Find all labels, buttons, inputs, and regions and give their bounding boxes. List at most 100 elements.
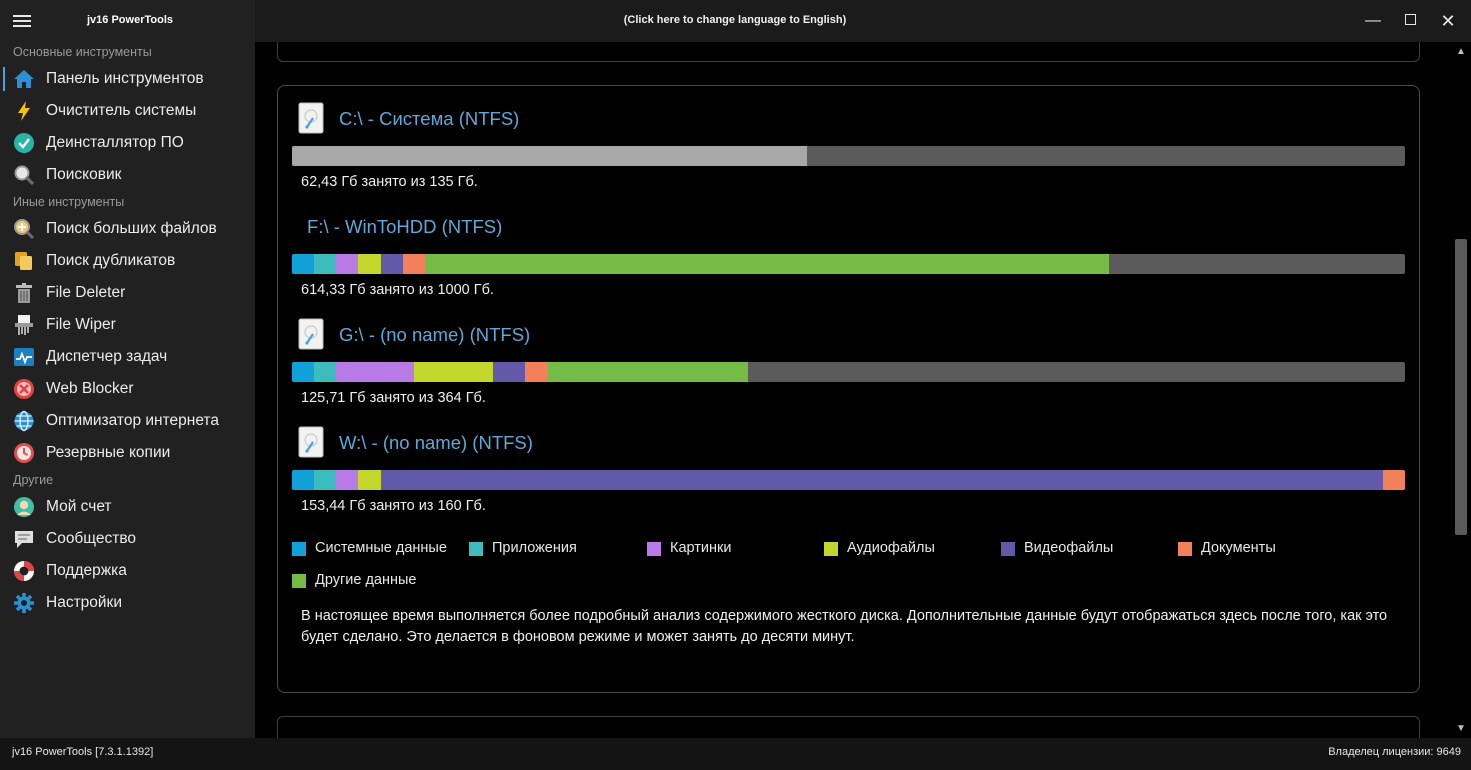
sidebar-item[interactable]: Web Blocker bbox=[0, 374, 255, 404]
analysis-note: В настоящее время выполняется более подр… bbox=[301, 608, 1388, 645]
usage-segment-audio bbox=[358, 254, 382, 274]
magnifier-icon bbox=[13, 164, 35, 186]
legend-swatch bbox=[1178, 542, 1192, 556]
legend-swatch bbox=[1001, 542, 1015, 556]
drive-usage-text: 614,33 Гб занято из 1000 Гб. bbox=[301, 282, 494, 298]
sidebar-item[interactable]: Деинсталлятор ПО bbox=[0, 128, 255, 158]
sidebar-item-label: Поиск дубликатов bbox=[46, 252, 176, 269]
legend-swatch bbox=[469, 542, 483, 556]
usage-segment-apps bbox=[314, 254, 337, 274]
drive-usage-bar bbox=[292, 362, 1405, 382]
legend-label: Видеофайлы bbox=[1024, 540, 1114, 556]
scroll-down-icon[interactable]: ▼ bbox=[1456, 723, 1466, 734]
sidebar-item[interactable]: Оптимизатор интернета bbox=[0, 406, 255, 436]
sidebar-item-label: Поддержка bbox=[46, 562, 127, 579]
sidebar-item-label: File Wiper bbox=[46, 316, 116, 333]
sidebar-item[interactable]: Мой счет bbox=[0, 492, 255, 522]
usage-segment-documents bbox=[1382, 470, 1405, 490]
main-panel: В настоящее время выполняется более подр… bbox=[255, 42, 1451, 738]
usage-segment-video bbox=[493, 362, 526, 382]
usage-segment-system bbox=[292, 362, 315, 382]
shredder-icon bbox=[13, 314, 35, 336]
drive-usage-bar bbox=[292, 254, 1405, 274]
sidebar-item-label: Поиск больших файлов bbox=[46, 220, 217, 237]
usage-segment-audio bbox=[414, 362, 494, 382]
legend-label: Другие данные bbox=[315, 572, 417, 588]
chat-icon bbox=[13, 528, 35, 550]
vertical-scrollbar[interactable]: ▲ ▼ bbox=[1451, 42, 1471, 738]
drive-usage-bar bbox=[292, 146, 1405, 166]
previous-card bbox=[277, 42, 1420, 62]
sidebar-item-label: Очиститель системы bbox=[46, 102, 197, 119]
minimize-icon[interactable]: — bbox=[1365, 12, 1381, 29]
sidebar-item[interactable]: Поиск дубликатов bbox=[0, 246, 255, 276]
trash-icon bbox=[13, 282, 35, 304]
usage-segment-system bbox=[292, 254, 315, 274]
usage-segment-pictures bbox=[336, 470, 359, 490]
disk-usage-card: В настоящее время выполняется более подр… bbox=[277, 85, 1420, 693]
close-icon[interactable]: ✕ bbox=[1440, 11, 1456, 31]
sidebar-item-label: Деинсталлятор ПО bbox=[46, 134, 184, 151]
sidebar-header bbox=[0, 0, 255, 42]
home-icon bbox=[13, 68, 35, 90]
sidebar-section-title: Другие bbox=[13, 473, 54, 487]
sidebar-item-label: Web Blocker bbox=[46, 380, 134, 397]
drive-icon bbox=[298, 426, 324, 458]
next-card bbox=[277, 716, 1420, 738]
sidebar-item[interactable]: Очиститель системы bbox=[0, 96, 255, 126]
app-title: jv16 PowerTools bbox=[87, 14, 173, 26]
maximize-icon[interactable] bbox=[1397, 8, 1423, 34]
sidebar-item[interactable]: File Deleter bbox=[0, 278, 255, 308]
duplicates-icon bbox=[13, 250, 35, 272]
sidebar-item-label: Сообщество bbox=[46, 530, 137, 547]
usage-segment-apps bbox=[314, 362, 337, 382]
drive-usage-bar bbox=[292, 470, 1405, 490]
sidebar-item-label: Резервные копии bbox=[46, 444, 171, 461]
sidebar-item[interactable]: Поддержка bbox=[0, 556, 255, 586]
usage-segment-apps bbox=[314, 470, 337, 490]
sidebar-item[interactable]: Диспетчер задач bbox=[0, 342, 255, 372]
title-bar: jv16 PowerTools (Click here to change la… bbox=[0, 0, 1471, 42]
legend-swatch bbox=[292, 574, 306, 588]
sidebar-section-title: Иные инструменты bbox=[13, 195, 125, 209]
legend-swatch bbox=[292, 542, 306, 556]
usage-segment-other bbox=[548, 362, 749, 382]
sidebar-item[interactable]: File Wiper bbox=[0, 310, 255, 340]
legend-swatch bbox=[824, 542, 838, 556]
lifebuoy-icon bbox=[13, 560, 35, 582]
usage-segment-pictures bbox=[336, 254, 359, 274]
drive-title[interactable]: F:\ - WinToHDD (NTFS) bbox=[307, 216, 503, 237]
hamburger-menu-icon[interactable] bbox=[13, 15, 31, 28]
sidebar-item-label: Диспетчер задач bbox=[46, 348, 168, 365]
scroll-thumb[interactable] bbox=[1455, 239, 1467, 535]
usage-segment-pictures bbox=[336, 362, 415, 382]
drive-title[interactable]: W:\ - (no name) (NTFS) bbox=[339, 432, 533, 453]
drive-usage-text: 62,43 Гб занято из 135 Гб. bbox=[301, 174, 478, 190]
sidebar-item-label: Оптимизатор интернета bbox=[46, 412, 219, 429]
scroll-up-icon[interactable]: ▲ bbox=[1456, 46, 1466, 57]
drive-icon bbox=[298, 318, 324, 350]
sidebar-item[interactable]: Настройки bbox=[0, 588, 255, 618]
legend-label: Документы bbox=[1201, 540, 1276, 556]
usage-segment-other bbox=[425, 254, 1110, 274]
sidebar-item[interactable]: Панель инструментов bbox=[0, 64, 255, 94]
lightning-icon bbox=[13, 100, 35, 122]
sidebar-item-label: Настройки bbox=[46, 594, 123, 611]
drive-title[interactable]: C:\ - Система (NTFS) bbox=[339, 108, 520, 129]
legend-swatch bbox=[647, 542, 661, 556]
usage-segment-system bbox=[292, 470, 315, 490]
usage-segment-documents bbox=[403, 254, 426, 274]
drive-icon bbox=[298, 102, 324, 134]
sidebar: Основные инструменты Панель инструментов О… bbox=[0, 42, 255, 738]
drive-title[interactable]: G:\ - (no name) (NTFS) bbox=[339, 324, 531, 345]
change-language-link[interactable]: (Click here to change language to Englis… bbox=[623, 14, 847, 26]
version-label: jv16 PowerTools [7.3.1.1392] bbox=[12, 746, 154, 758]
big-file-search-icon bbox=[13, 218, 35, 240]
sidebar-item[interactable]: Поисковик bbox=[0, 160, 255, 190]
drive-usage-text: 125,71 Гб занято из 364 Гб. bbox=[301, 390, 486, 406]
sidebar-item[interactable]: Резервные копии bbox=[0, 438, 255, 468]
sidebar-item[interactable]: Поиск больших файлов bbox=[0, 214, 255, 244]
sidebar-item[interactable]: Сообщество bbox=[0, 524, 255, 554]
gear-icon bbox=[13, 592, 35, 614]
user-avatar-icon bbox=[13, 496, 35, 518]
